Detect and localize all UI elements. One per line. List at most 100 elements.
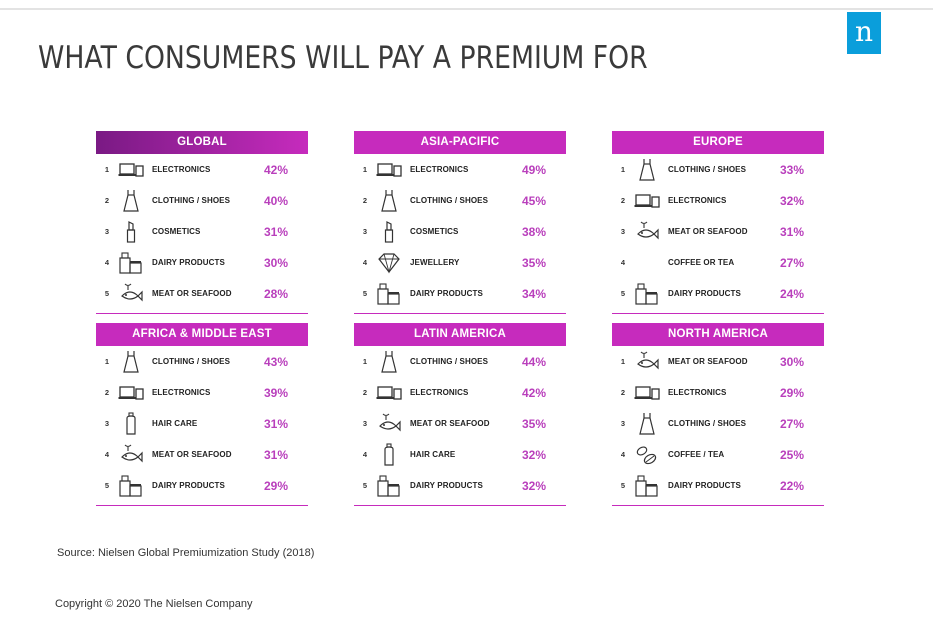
percentage-value: 30%: [780, 354, 805, 369]
region-panel-europe: EUROPE 1 CLOTHING / SHOES 33% 2 ELECTRONICS 32…: [612, 131, 824, 314]
diamond-icon: [374, 250, 404, 276]
dairy-icon: [632, 473, 662, 499]
category-label: ELECTRONICS: [152, 388, 211, 397]
list-item: 5 DAIRY PRODUCTS 34%: [354, 278, 566, 309]
rank-number: 1: [362, 357, 368, 366]
dress-icon: [632, 157, 662, 183]
list-item: 1 CLOTHING / SHOES 43%: [96, 346, 308, 377]
region-panel-latin-america: LATIN AMERICA 1 CLOTHING / SHOES 44% 2 ELECTR…: [354, 323, 566, 506]
rank-number: 5: [104, 481, 110, 490]
category-label: DAIRY PRODUCTS: [410, 481, 483, 490]
electronics-icon: [116, 380, 146, 406]
region-list: 1 CLOTHING / SHOES 44% 2 ELECTRONICS 42% 3 MEAT…: [354, 346, 566, 506]
rank-number: 3: [104, 419, 110, 428]
seafood-icon: [632, 219, 662, 245]
dairy-icon: [374, 473, 404, 499]
region-panel-global: GLOBAL 1 ELECTRONICS 42% 2 CLOTHING / SHOES 40…: [96, 131, 308, 314]
rank-number: 1: [104, 165, 110, 174]
dairy-icon: [116, 473, 146, 499]
rank-number: 4: [620, 450, 626, 459]
blank-icon: [632, 250, 662, 276]
copyright-note: Copyright © 2020 The Nielsen Company: [55, 598, 253, 610]
bottle-icon: [374, 442, 404, 468]
percentage-value: 38%: [522, 224, 547, 239]
category-label: ELECTRONICS: [410, 388, 469, 397]
rank-number: 2: [362, 196, 368, 205]
list-item: 2 ELECTRONICS 42%: [354, 377, 566, 408]
list-item: 5 DAIRY PRODUCTS 32%: [354, 470, 566, 501]
rank-number: 5: [620, 289, 626, 298]
category-label: DAIRY PRODUCTS: [668, 289, 741, 298]
list-item: 2 ELECTRONICS 39%: [96, 377, 308, 408]
list-item: 3 COSMETICS 31%: [96, 216, 308, 247]
rank-number: 3: [362, 227, 368, 236]
region-panel-north-america: NORTH AMERICA 1 MEAT OR SEAFOOD 30% 2 ELECTRO…: [612, 323, 824, 506]
category-label: COSMETICS: [152, 227, 201, 236]
list-item: 4 COFFEE OR TEA 27%: [612, 247, 824, 278]
percentage-value: 25%: [780, 447, 805, 462]
dress-icon: [374, 188, 404, 214]
lipstick-icon: [374, 219, 404, 245]
seafood-icon: [116, 442, 146, 468]
dairy-icon: [116, 250, 146, 276]
category-label: HAIR CARE: [152, 419, 198, 428]
category-label: MEAT OR SEAFOOD: [152, 289, 232, 298]
list-item: 2 ELECTRONICS 32%: [612, 185, 824, 216]
rank-number: 3: [620, 419, 626, 428]
region-list: 1 ELECTRONICS 49% 2 CLOTHING / SHOES 45% 3 COSM…: [354, 154, 566, 314]
percentage-value: 30%: [264, 255, 289, 270]
percentage-value: 22%: [780, 478, 805, 493]
region-panel-asia-pacific: ASIA-PACIFIC 1 ELECTRONICS 49% 2 CLOTHING / S…: [354, 131, 566, 314]
list-item: 3 MEAT OR SEAFOOD 35%: [354, 408, 566, 439]
category-label: CLOTHING / SHOES: [152, 357, 231, 366]
percentage-value: 29%: [264, 478, 289, 493]
category-label: CLOTHING / SHOES: [668, 165, 747, 174]
rank-number: 2: [620, 388, 626, 397]
category-label: CLOTHING / SHOES: [152, 196, 231, 205]
percentage-value: 31%: [780, 224, 805, 239]
list-item: 1 MEAT OR SEAFOOD 30%: [612, 346, 824, 377]
category-label: COFFEE / TEA: [668, 450, 725, 459]
rank-number: 2: [620, 196, 626, 205]
percentage-value: 29%: [780, 385, 805, 400]
percentage-value: 34%: [522, 286, 547, 301]
category-label: DAIRY PRODUCTS: [152, 481, 225, 490]
percentage-value: 45%: [522, 193, 547, 208]
rank-number: 4: [362, 258, 368, 267]
region-list: 1 MEAT OR SEAFOOD 30% 2 ELECTRONICS 29% 3 CLOTH…: [612, 346, 824, 506]
list-item: 2 CLOTHING / SHOES 40%: [96, 185, 308, 216]
category-label: MEAT OR SEAFOOD: [668, 227, 748, 236]
region-header: ASIA-PACIFIC: [354, 131, 566, 154]
list-item: 4 MEAT OR SEAFOOD 31%: [96, 439, 308, 470]
percentage-value: 31%: [264, 224, 289, 239]
rank-number: 1: [620, 165, 626, 174]
category-label: JEWELLERY: [410, 258, 460, 267]
percentage-value: 28%: [264, 286, 289, 301]
percentage-value: 49%: [522, 162, 547, 177]
nielsen-logo: n: [847, 12, 881, 54]
percentage-value: 39%: [264, 385, 289, 400]
bottle-icon: [116, 411, 146, 437]
region-header: AFRICA & MIDDLE EAST: [96, 323, 308, 346]
rank-number: 3: [620, 227, 626, 236]
percentage-value: 33%: [780, 162, 805, 177]
rank-number: 5: [362, 289, 368, 298]
list-item: 5 DAIRY PRODUCTS 22%: [612, 470, 824, 501]
category-label: CLOTHING / SHOES: [668, 419, 747, 428]
dress-icon: [632, 411, 662, 437]
list-item: 4 DAIRY PRODUCTS 30%: [96, 247, 308, 278]
rank-number: 1: [104, 357, 110, 366]
rank-number: 5: [104, 289, 110, 298]
list-item: 4 HAIR CARE 32%: [354, 439, 566, 470]
electronics-icon: [374, 157, 404, 183]
category-label: MEAT OR SEAFOOD: [668, 357, 748, 366]
list-item: 5 DAIRY PRODUCTS 29%: [96, 470, 308, 501]
percentage-value: 32%: [522, 478, 547, 493]
percentage-value: 27%: [780, 416, 805, 431]
region-header: GLOBAL: [96, 131, 308, 154]
region-list: 1 ELECTRONICS 42% 2 CLOTHING / SHOES 40% 3 COSM…: [96, 154, 308, 314]
category-label: MEAT OR SEAFOOD: [152, 450, 232, 459]
rank-number: 4: [620, 258, 626, 267]
category-label: ELECTRONICS: [668, 388, 727, 397]
seafood-icon: [374, 411, 404, 437]
